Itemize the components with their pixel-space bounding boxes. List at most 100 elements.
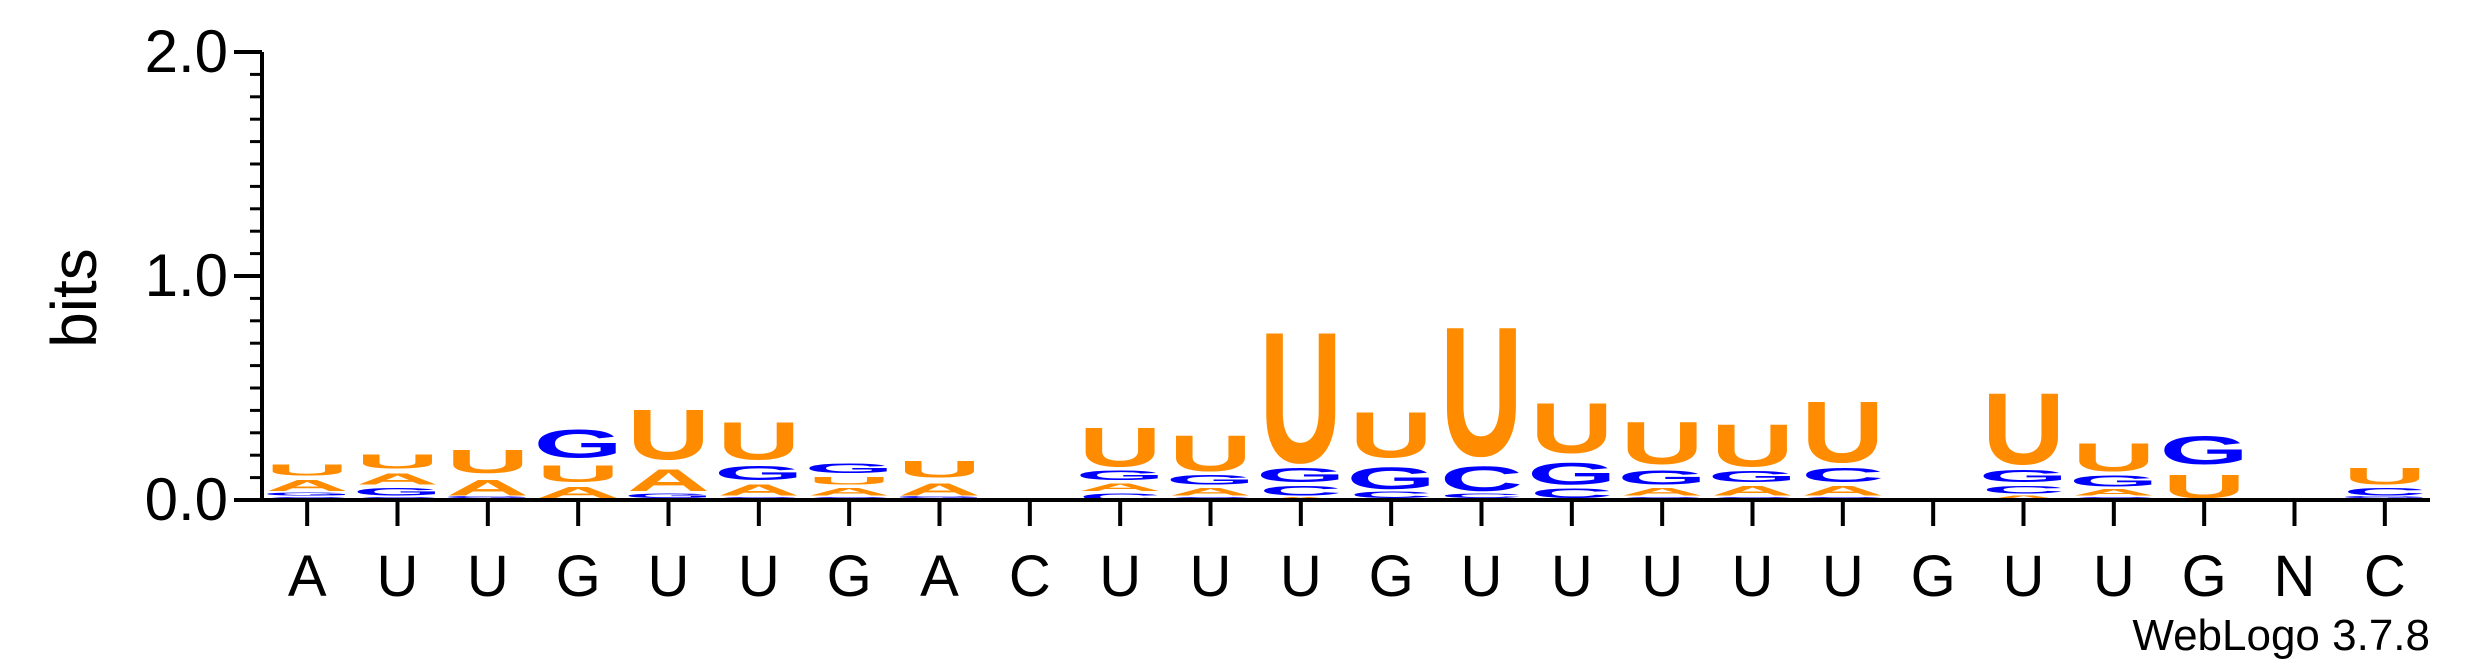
svg-text:U: U [1169, 425, 1252, 482]
logo-letter: G [1708, 468, 1797, 485]
svg-text:U: U [627, 396, 710, 475]
svg-text:C: C [1259, 484, 1342, 499]
svg-text:G: G [1979, 466, 2068, 486]
logo-letter: C [2343, 486, 2426, 498]
x-tick-label: N [2274, 544, 2316, 609]
x-tick-label: A [920, 544, 959, 609]
logo-letter: A [2072, 488, 2155, 498]
svg-text:A: A [446, 475, 529, 500]
svg-text:C: C [1440, 492, 1523, 499]
logo-letter: A [808, 486, 891, 498]
x-tick-label: U [738, 544, 780, 609]
svg-text:A: A [537, 484, 620, 501]
svg-text:G: G [1166, 472, 1255, 487]
svg-text:G: G [1527, 456, 1616, 491]
svg-text:C: C [1350, 490, 1433, 500]
svg-text:G: G [1618, 466, 1707, 488]
svg-text:U: U [898, 455, 981, 482]
logo-letter: G [1527, 456, 1616, 491]
x-tick-label: G [1369, 544, 1414, 609]
x-tick-label: G [1911, 544, 1956, 609]
logo-letter: G [624, 492, 713, 499]
x-tick-label: U [2093, 544, 2135, 609]
x-tick-label: U [648, 544, 690, 609]
logo-letter: A [356, 470, 439, 487]
svg-text:C: C [1079, 492, 1162, 502]
svg-text:G: G [534, 422, 623, 467]
logo-letter: U [2072, 435, 2155, 480]
svg-text:A: A [266, 477, 349, 494]
svg-text:U: U [356, 451, 439, 473]
logo-letter: A [627, 463, 710, 498]
svg-text:U: U [1530, 390, 1613, 469]
logo-letter: A [537, 484, 620, 501]
svg-text:U: U [2343, 462, 2426, 489]
logo-letter: G [534, 422, 623, 467]
logo-letter: G [1166, 472, 1255, 487]
logo-letter: G [353, 486, 442, 498]
x-tick-label: C [2364, 544, 2406, 609]
x-tick-label: U [377, 544, 419, 609]
svg-text:G: G [263, 492, 352, 497]
logo-letter: G [895, 496, 984, 498]
svg-text:U: U [537, 460, 620, 487]
svg-text:G: G [624, 492, 713, 499]
logo-letter: U [1259, 293, 1342, 502]
x-tick-label: U [1461, 544, 1503, 609]
logo-letter: U [898, 455, 981, 482]
logo-letter: G [1979, 466, 2068, 486]
logo-letter: A [1079, 481, 1162, 493]
svg-text:U: U [1621, 410, 1704, 477]
svg-text:U: U [808, 474, 891, 486]
logo-letter: G [443, 496, 532, 498]
logo-letter: C [1259, 484, 1342, 499]
y-axis-label: bits [38, 248, 110, 348]
svg-text:C: C [1982, 483, 2065, 495]
svg-text:U: U [446, 443, 529, 480]
svg-text:G: G [895, 496, 984, 498]
svg-text:C: C [1440, 459, 1523, 499]
logo-letter: U [1440, 288, 1523, 495]
svg-text:G: G [1256, 464, 1345, 486]
svg-text:U: U [1440, 288, 1523, 495]
logo-letter: U [717, 411, 800, 471]
svg-text:G: G [1076, 468, 1165, 483]
x-tick-label: U [1190, 544, 1232, 609]
logo-letter: G [2340, 496, 2429, 498]
x-tick-label: U [467, 544, 509, 609]
logo-letter: U [1621, 410, 1704, 477]
weblogo-credit: WebLogo 3.7.8 [2132, 611, 2430, 660]
svg-text:G: G [443, 496, 532, 498]
x-tick-label: U [1099, 544, 1141, 609]
logo-letter: A [898, 480, 981, 500]
logo-letter: G [805, 461, 894, 476]
logo-letter: U [1079, 416, 1162, 478]
logo-letter: U [808, 474, 891, 486]
logo-letter: U [1530, 390, 1613, 469]
svg-text:A: A [1621, 486, 1704, 498]
x-tick-label: U [1732, 544, 1774, 609]
x-tick-label: U [1280, 544, 1322, 609]
logo-letter: U [627, 396, 710, 475]
svg-text:G: G [1347, 461, 1436, 496]
svg-text:G: G [805, 461, 894, 476]
logo-letter: U [1350, 399, 1433, 471]
logo-letter: U [1801, 383, 1884, 480]
svg-text:C: C [2343, 486, 2426, 498]
logo-letter: A [717, 482, 800, 499]
logo-letter: G [1618, 466, 1707, 488]
y-tick-label: 2.0 [145, 18, 228, 85]
logo-letter: U [446, 443, 529, 480]
svg-text:G: G [714, 462, 803, 484]
logo-letter: G [714, 462, 803, 484]
svg-text:A: A [1711, 484, 1794, 499]
logo-letter: A [1169, 486, 1252, 498]
svg-text:U: U [1801, 383, 1884, 480]
logo-letter: G [263, 492, 352, 497]
x-tick-label: U [1822, 544, 1864, 609]
svg-text:U: U [2072, 435, 2155, 480]
svg-text:U: U [1259, 293, 1342, 502]
x-tick-label: A [288, 544, 327, 609]
logo-letter: A [446, 475, 529, 500]
